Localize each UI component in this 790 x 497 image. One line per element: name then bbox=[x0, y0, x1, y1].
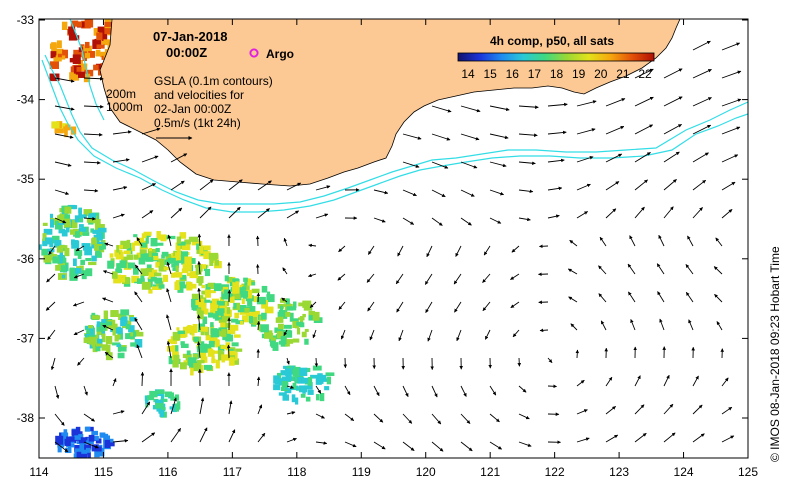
time-label: 00:00Z bbox=[166, 45, 207, 60]
x-tick-label: 121 bbox=[480, 465, 500, 479]
info-line-2: and velocities for bbox=[154, 88, 244, 102]
credit-text: © IMOS 08-Jan-2018 09:23 Hobart Time bbox=[768, 246, 782, 462]
colorbar-tick-label: 18 bbox=[550, 67, 564, 81]
colorbar bbox=[458, 53, 654, 61]
colorbar-tick-label: 17 bbox=[528, 67, 542, 81]
colorbar-tick-label: 22 bbox=[638, 67, 652, 81]
argo-legend-label: Argo bbox=[266, 47, 294, 61]
y-tick-label: -35 bbox=[17, 172, 35, 186]
date-label: 07-Jan-2018 bbox=[153, 29, 227, 44]
x-tick-label: 120 bbox=[416, 465, 436, 479]
colorbar-tick-label: 21 bbox=[616, 67, 630, 81]
isobath-label-200m: 200m bbox=[106, 87, 136, 101]
x-tick-label: 114 bbox=[29, 465, 48, 479]
info-line-3: 02-Jan 00:00Z bbox=[154, 102, 231, 116]
y-tick-label: -34 bbox=[17, 93, 35, 107]
info-line-1: GSLA (0.1m contours) bbox=[154, 74, 273, 88]
y-tick-label: -36 bbox=[17, 252, 35, 266]
colorbar-tick-label: 14 bbox=[461, 67, 475, 81]
x-tick-label: 119 bbox=[352, 465, 371, 479]
colorbar-ticks: 14 15 16 17 18 19 20 21 22 bbox=[461, 67, 652, 81]
colorbar-tick-label: 20 bbox=[594, 67, 608, 81]
colorbar-title: 4h comp, p50, all sats bbox=[490, 34, 614, 48]
x-tick-label: 125 bbox=[738, 465, 758, 479]
info-line-4: 0.5m/s (1kt 24h) bbox=[154, 116, 241, 130]
y-tick-label: -37 bbox=[17, 331, 35, 345]
x-tick-label: 124 bbox=[674, 465, 694, 479]
x-tick-label: 115 bbox=[94, 465, 113, 479]
x-tick-label: 122 bbox=[545, 465, 565, 479]
x-tick-label: 123 bbox=[609, 465, 629, 479]
colorbar-tick-label: 15 bbox=[483, 67, 497, 81]
x-tick-label: 117 bbox=[223, 465, 242, 479]
y-tick-label: -38 bbox=[17, 411, 35, 425]
isobath-label-1000m: 1000m bbox=[106, 100, 143, 114]
colorbar-tick-label: 19 bbox=[572, 67, 586, 81]
y-tick-label: -33 bbox=[17, 13, 35, 27]
x-tick-label: 118 bbox=[287, 465, 306, 479]
colorbar-tick-label: 16 bbox=[506, 67, 520, 81]
x-tick-label: 116 bbox=[158, 465, 177, 479]
